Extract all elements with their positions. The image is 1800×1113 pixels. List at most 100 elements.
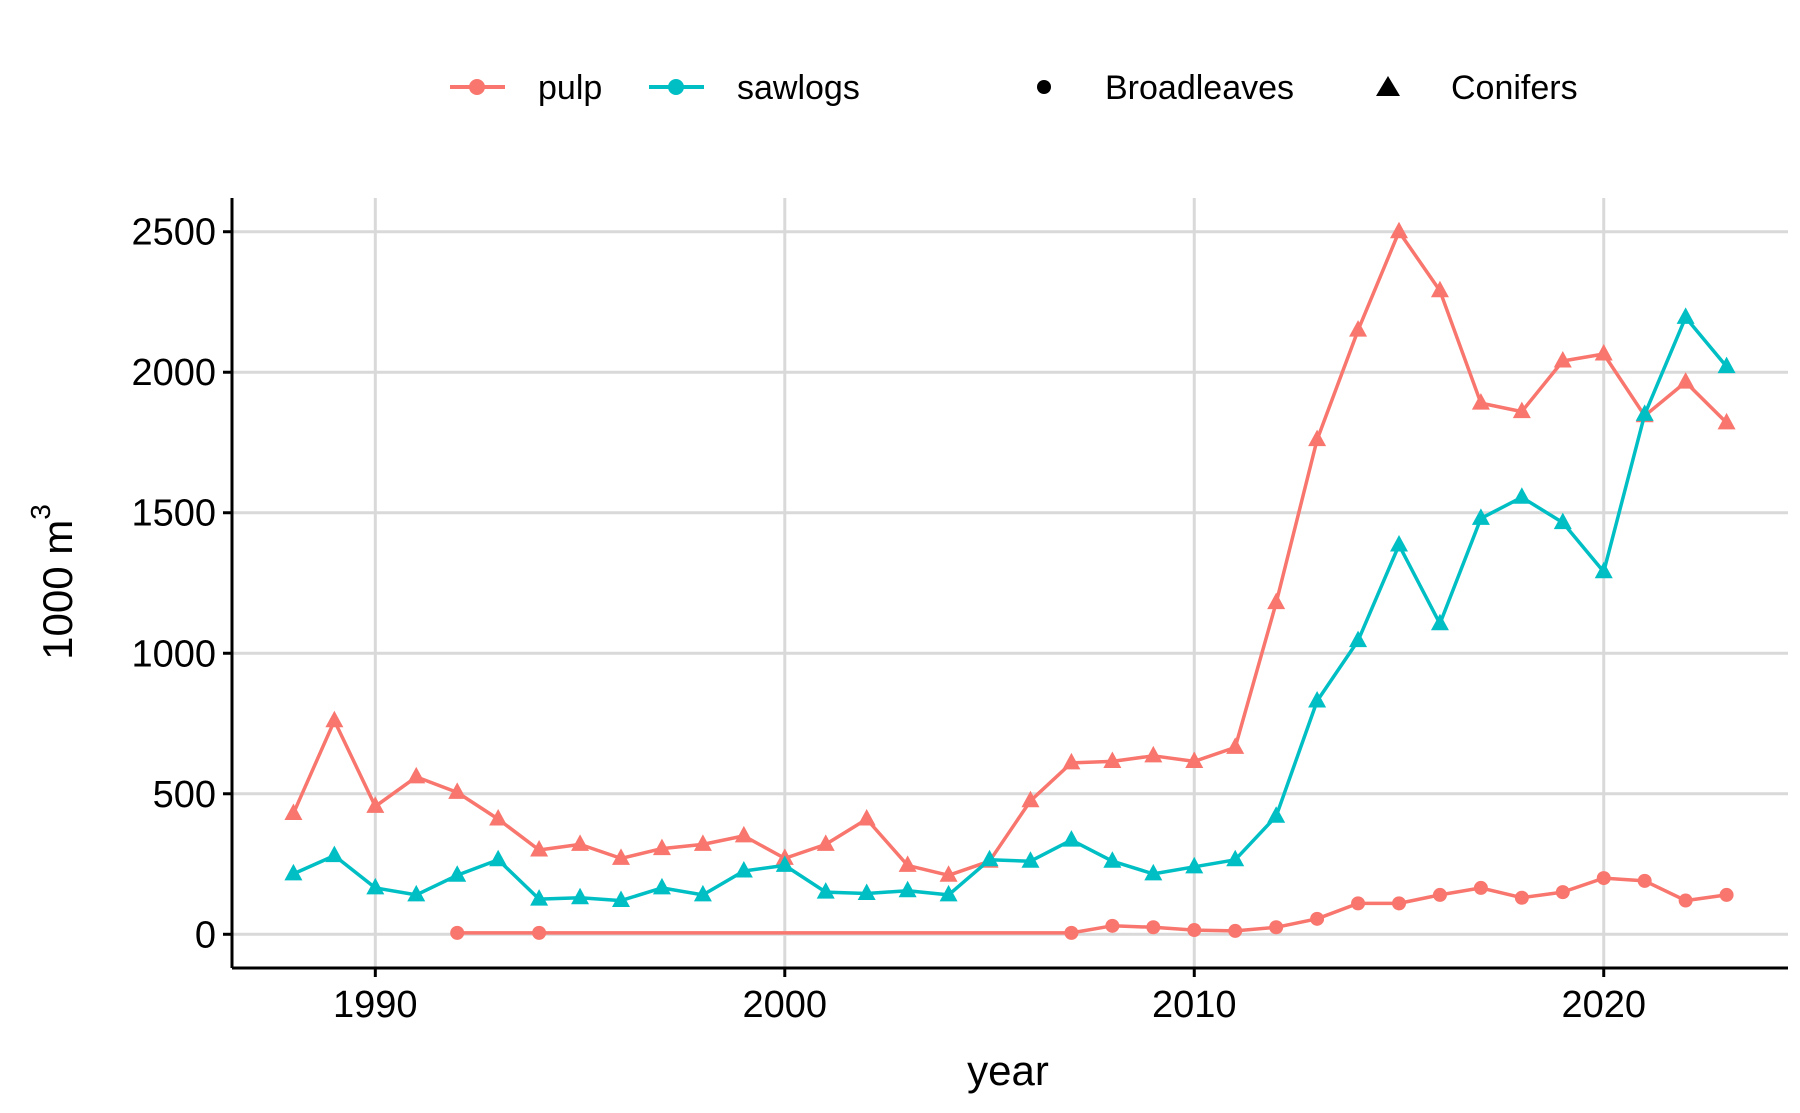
point-pulp-triangle-2009 (1144, 745, 1163, 763)
point-sawlogs-triangle-1988 (284, 863, 303, 881)
point-pulp-circle-2012 (1269, 920, 1284, 935)
point-sawlogs-triangle-2014 (1349, 630, 1368, 648)
point-pulp-triangle-2012 (1267, 592, 1286, 610)
point-sawlogs-triangle-1992 (448, 865, 467, 882)
legend-key-sawlogs: sawlogs (649, 69, 860, 107)
point-sawlogs-triangle-2012 (1267, 806, 1286, 823)
y-tick-label-0: 0 (195, 914, 216, 956)
point-sawlogs-triangle-2021 (1635, 404, 1654, 421)
point-pulp-triangle-1997 (652, 838, 671, 856)
point-sawlogs-triangle-2020 (1594, 561, 1613, 579)
x-axis-title: year (967, 1047, 1049, 1094)
point-pulp-circle-2022 (1678, 893, 1693, 908)
x-tick-label-2020: 2020 (1561, 984, 1646, 1026)
point-sawlogs-triangle-2000 (775, 855, 794, 872)
grid-lines (232, 198, 1788, 968)
point-pulp-triangle-1994 (530, 839, 549, 857)
point-sawlogs-triangle-1990 (366, 877, 385, 895)
point-pulp-circle-2010 (1187, 923, 1202, 938)
series-pulp-triangle (284, 221, 1736, 882)
point-pulp-triangle-2020 (1594, 343, 1613, 361)
point-pulp-triangle-1996 (612, 848, 630, 865)
point-pulp-triangle-2015 (1390, 221, 1408, 239)
point-pulp-triangle-2002 (857, 809, 876, 826)
point-sawlogs-triangle-2010 (1185, 856, 1204, 874)
point-pulp-triangle-1995 (571, 834, 590, 851)
x-tick-label-2000: 2000 (743, 984, 828, 1026)
point-pulp-triangle-2001 (816, 834, 835, 851)
point-sawlogs-triangle-2007 (1062, 830, 1081, 847)
y-axis-title-superscript: 3 (25, 504, 56, 520)
point-sawlogs-triangle-2011 (1226, 849, 1245, 867)
point-sawlogs-triangle-2016 (1430, 613, 1449, 631)
point-sawlogs-triangle-1998 (693, 884, 712, 902)
svg-text:1000 m3: 1000 m3 (25, 504, 81, 660)
point-pulp-triangle-2010 (1185, 751, 1204, 768)
point-pulp-circle-1994 (532, 925, 547, 940)
point-sawlogs-triangle-2001 (816, 882, 835, 899)
point-sawlogs-triangle-2003 (898, 880, 917, 898)
series-layer (284, 221, 1736, 940)
point-pulp-circle-2009 (1146, 920, 1161, 935)
series-sawlogs-triangle (284, 307, 1736, 908)
legend: pulp sawlogs Broadleaves Conifers (450, 69, 1578, 107)
point-sawlogs-triangle-1996 (612, 890, 630, 908)
point-pulp-triangle-2016 (1430, 280, 1449, 298)
point-pulp-triangle-1998 (693, 834, 712, 851)
point-sawlogs-triangle-2008 (1103, 851, 1122, 868)
legend-label-sawlogs: sawlogs (737, 69, 860, 107)
point-pulp-triangle-1991 (407, 766, 426, 784)
point-pulp-triangle-2019 (1553, 350, 1572, 368)
legend-key-pulp: pulp (450, 69, 602, 107)
point-pulp-triangle-1990 (366, 796, 385, 813)
point-sawlogs-triangle-1994 (530, 889, 549, 906)
axes (223, 198, 1788, 977)
tick-labels: 0 500 1000 1500 2000 2500 1990 2000 2010 2020 (131, 212, 1646, 1026)
x-tick-label-2010: 2010 (1152, 984, 1237, 1026)
legend-label-conifers: Conifers (1451, 69, 1578, 107)
point-sawlogs-triangle-1993 (489, 849, 508, 867)
point-pulp-triangle-2018 (1512, 401, 1531, 419)
point-pulp-triangle-2003 (898, 855, 917, 872)
point-sawlogs-triangle-2009 (1144, 863, 1163, 881)
point-sawlogs-triangle-2017 (1471, 508, 1490, 525)
point-sawlogs-triangle-2013 (1308, 691, 1327, 708)
point-sawlogs-triangle-2006 (1021, 851, 1040, 868)
point-sawlogs-triangle-1991 (407, 884, 426, 902)
series-line-sawlogs-triangle (292, 315, 1728, 903)
point-pulp-circle-2014 (1351, 896, 1366, 911)
point-pulp-triangle-1993 (489, 809, 508, 826)
point-pulp-triangle-2013 (1308, 429, 1327, 447)
y-tick-label-1000: 1000 (131, 633, 216, 675)
point-sawlogs-triangle-2002 (857, 883, 876, 901)
point-pulp-triangle-1999 (734, 825, 753, 843)
point-pulp-circle-2013 (1310, 911, 1325, 926)
point-sawlogs-triangle-2023 (1717, 356, 1736, 374)
point-pulp-circle-2015 (1392, 896, 1406, 911)
y-axis-title: 1000 m3 (25, 504, 81, 660)
point-pulp-circle-2019 (1555, 885, 1570, 900)
point-sawlogs-triangle-2015 (1390, 535, 1408, 552)
point-pulp-triangle-2004 (939, 865, 958, 882)
series-pulp-circle (450, 871, 1734, 940)
point-sawlogs-triangle-1995 (571, 887, 590, 905)
series-line-pulp-circle (457, 876, 1727, 935)
point-pulp-circle-2008 (1105, 918, 1120, 933)
y-axis-title-text: 1000 m (34, 520, 81, 660)
point-pulp-triangle-2006 (1021, 790, 1040, 808)
x-tick-label-1990: 1990 (333, 984, 418, 1026)
point-pulp-triangle-2014 (1349, 320, 1368, 337)
point-pulp-triangle-2022 (1676, 372, 1695, 389)
point-sawlogs-triangle-1989 (325, 845, 344, 863)
point-sawlogs-triangle-1999 (734, 861, 753, 878)
y-tick-label-500: 500 (153, 774, 216, 816)
point-sawlogs-triangle-2019 (1553, 512, 1572, 530)
point-pulp-circle-2023 (1719, 887, 1734, 902)
point-sawlogs-triangle-2018 (1512, 487, 1531, 504)
point-pulp-triangle-2023 (1717, 412, 1736, 430)
y-tick-label-2500: 2500 (131, 212, 216, 254)
point-pulp-triangle-2017 (1471, 393, 1490, 410)
series-line-pulp-triangle (291, 229, 1728, 878)
point-pulp-circle-2018 (1514, 890, 1529, 905)
